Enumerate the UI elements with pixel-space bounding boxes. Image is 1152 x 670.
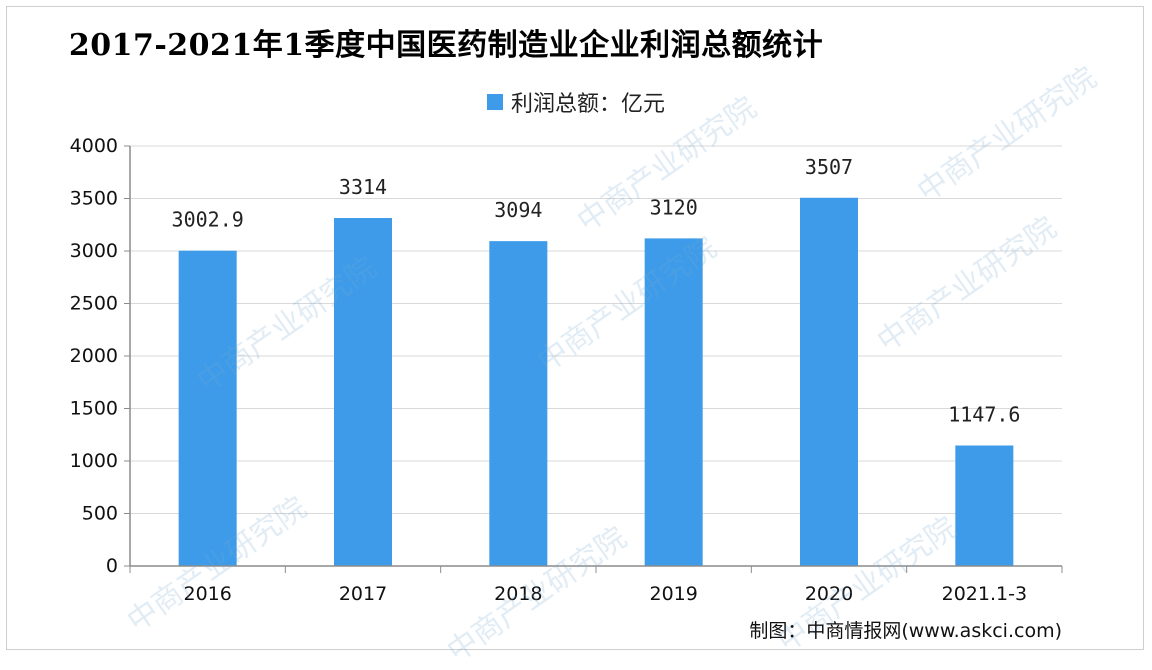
y-tick-label: 2500 (70, 293, 118, 315)
bar (489, 241, 548, 566)
y-tick-label: 2000 (70, 345, 118, 367)
bar (644, 238, 703, 566)
chart-frame (6, 6, 1144, 650)
chart-title: 2017-2021年1季度中国医药制造业企业利润总额统计 (68, 28, 824, 63)
data-label: 3314 (339, 175, 387, 199)
legend-swatch (486, 94, 503, 110)
bar (334, 218, 392, 566)
y-tick-label: 0 (106, 555, 118, 577)
x-tick-label: 2019 (649, 583, 697, 605)
x-tick-label: 2021.1-3 (942, 583, 1027, 605)
bar (955, 445, 1014, 566)
x-tick-label: 2017 (339, 583, 387, 605)
x-tick-label: 2016 (183, 583, 231, 605)
bar (800, 197, 858, 566)
bar (178, 250, 237, 566)
data-label: 1147.6 (948, 403, 1020, 427)
data-label: 3002.9 (172, 208, 244, 232)
y-tick-label: 3000 (70, 240, 118, 262)
data-label: 3120 (650, 195, 698, 219)
y-tick-label: 4000 (70, 135, 118, 157)
source-credit: 制图：中商情报网(www.askci.com) (749, 620, 1062, 642)
x-tick-label: 2018 (494, 583, 542, 605)
y-tick-label: 500 (82, 503, 118, 525)
data-label: 3094 (494, 198, 542, 222)
y-tick-label: 3500 (70, 188, 118, 210)
y-tick-label: 1000 (70, 450, 118, 472)
y-tick-label: 1500 (70, 398, 118, 420)
legend: 利润总额：亿元 (0, 86, 1152, 118)
legend-label: 利润总额：亿元 (510, 92, 665, 117)
data-label: 3507 (805, 155, 853, 179)
x-tick-label: 2020 (805, 583, 853, 605)
